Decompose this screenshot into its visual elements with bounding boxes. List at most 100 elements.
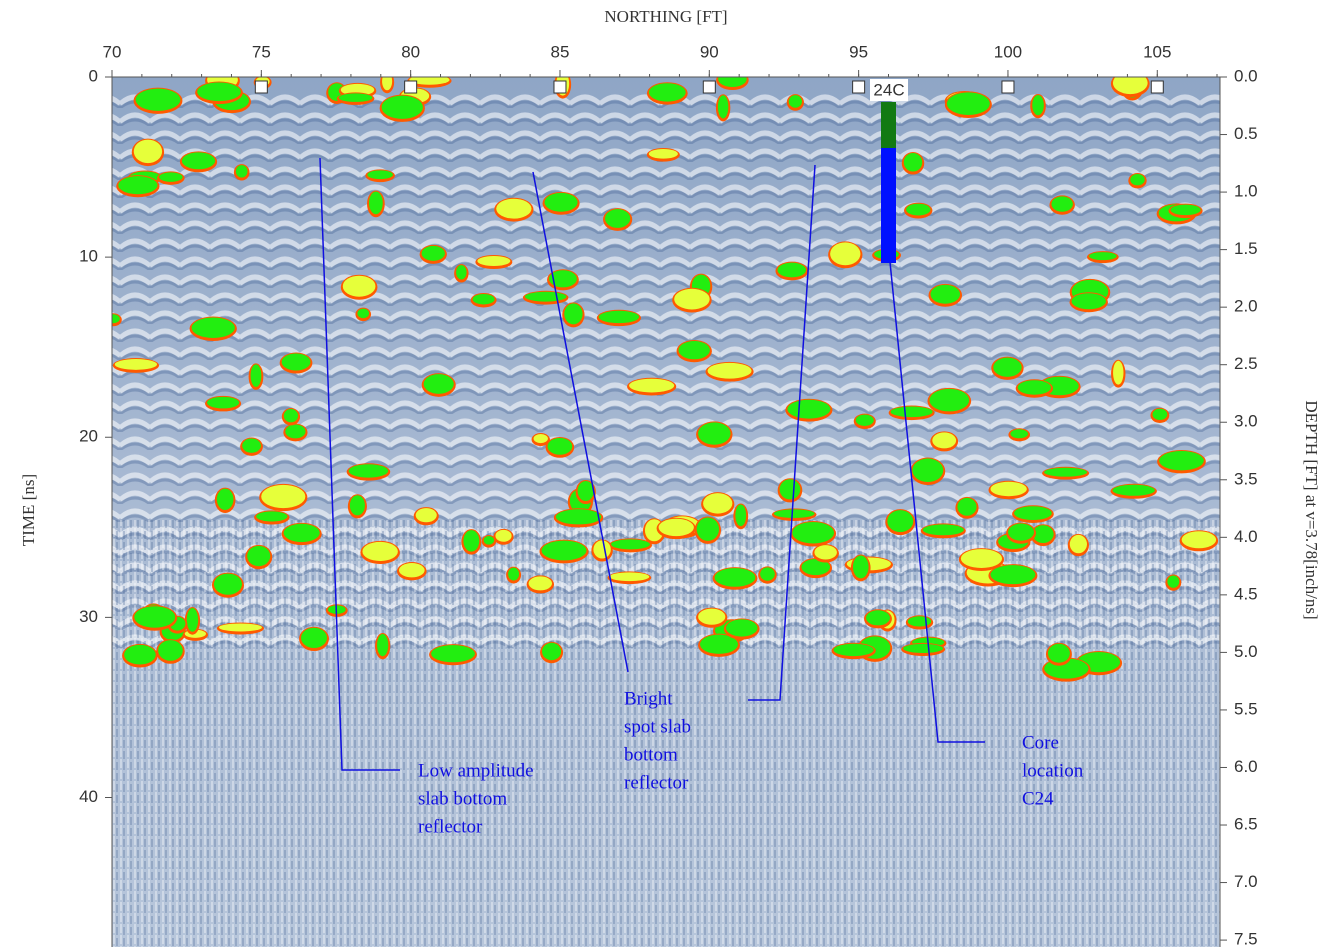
reflection-blob <box>197 82 241 102</box>
reflection-blob <box>159 172 183 182</box>
x-tick-label: 100 <box>994 42 1022 61</box>
reflection-blob <box>946 92 990 115</box>
reflection-blob <box>124 644 156 665</box>
y2-tick-label: 3.5 <box>1234 469 1258 488</box>
core-lower <box>881 148 896 263</box>
annotation-leader <box>532 171 629 673</box>
reflection-blob <box>678 341 710 360</box>
annotation-text: spot slab <box>624 716 691 737</box>
reflection-blob <box>577 480 594 502</box>
reflection-blob <box>1089 252 1117 261</box>
reflection-blob <box>610 539 650 550</box>
reflection-blob <box>658 518 694 537</box>
reflection-blob <box>1181 531 1217 549</box>
reflection-blob <box>735 504 747 527</box>
y2-tick-label: 6.5 <box>1234 815 1258 834</box>
reflection-blob <box>779 479 801 500</box>
y-axis-label: TIME [ns] <box>19 474 38 546</box>
x-tick-label: 85 <box>551 42 570 61</box>
reflection-blob <box>542 642 562 661</box>
annotation-text: reflector <box>624 772 689 793</box>
survey-marker <box>254 80 268 94</box>
reflection-blob <box>549 270 577 288</box>
y2-tick-label: 2.5 <box>1234 354 1258 373</box>
radar-image <box>112 77 1220 947</box>
reflection-blob <box>990 481 1027 497</box>
x-tick-label: 70 <box>103 42 122 61</box>
reflection-blob <box>814 545 837 560</box>
reflection-blob <box>423 374 454 394</box>
reflection-blob <box>906 203 931 216</box>
reflection-blob <box>283 523 320 543</box>
reflection-blob <box>833 643 874 657</box>
reflection-blob <box>792 521 835 544</box>
reflection-blob <box>247 545 271 567</box>
reflection-blob <box>382 77 393 91</box>
reflection-blob <box>533 434 548 444</box>
y-tick-label: 20 <box>79 427 98 446</box>
x-tick-label: 105 <box>1143 42 1171 61</box>
annotation-leader <box>889 261 985 743</box>
y2-axis-label: DEPTH [FT] at v=3.78[inch/ns] <box>1302 400 1321 619</box>
reflection-blob <box>283 409 299 423</box>
reflection-blob <box>483 535 495 545</box>
reflection-blob <box>118 176 158 195</box>
reflection-blob <box>349 495 365 516</box>
reflection-blob <box>1017 380 1052 395</box>
reflection-blob <box>1051 196 1073 212</box>
reflection-blob <box>528 576 553 591</box>
reflection-blob <box>929 388 970 412</box>
reflection-blob <box>564 303 583 325</box>
y2-tick-label: 1.5 <box>1234 239 1258 258</box>
reflection-blob <box>1112 484 1155 496</box>
reflection-blob <box>218 623 263 632</box>
x-tick-label: 75 <box>252 42 271 61</box>
reflection-blob <box>930 284 961 304</box>
reflection-blob <box>409 77 450 85</box>
survey-marker <box>404 80 418 94</box>
radar-noise <box>112 520 1220 947</box>
reflection-blob <box>760 567 775 581</box>
reflection-blob <box>1071 293 1106 310</box>
reflection-blob <box>1069 534 1087 554</box>
reflection-blob <box>496 198 532 219</box>
reflection-blob <box>698 422 731 445</box>
annotation-text: C24 <box>1022 788 1054 809</box>
core-label-box <box>870 79 908 101</box>
reflection-blob <box>1010 429 1029 439</box>
reflection-blob <box>301 627 327 649</box>
reflection-blob <box>544 192 578 212</box>
reflection-blob <box>698 608 726 625</box>
reflection-blob <box>855 414 874 426</box>
reflection-blob <box>1047 643 1070 663</box>
reflection-blob <box>777 262 807 278</box>
reflection-blob <box>342 275 376 297</box>
reflection-blob <box>256 511 288 522</box>
reflection-blob <box>261 484 306 509</box>
reflection-blob <box>495 529 512 542</box>
reflection-blob <box>648 149 678 159</box>
reflection-blob <box>960 549 1003 569</box>
reflection-blob <box>1170 204 1201 216</box>
reflection-blob <box>285 424 306 439</box>
reflection-blob <box>235 165 248 178</box>
reflection-blob <box>463 530 480 552</box>
reflection-blob <box>703 493 733 514</box>
reflection-blob <box>852 555 869 579</box>
y2-tick-label: 2.0 <box>1234 297 1258 316</box>
x-tick-label: 90 <box>700 42 719 61</box>
reflection-blob <box>472 294 495 305</box>
reflection-blob <box>629 378 675 393</box>
reflection-blob <box>112 314 120 324</box>
annotation-text: slab bottom <box>418 788 507 809</box>
reflection-blob <box>787 399 831 419</box>
y2-tick-label: 1.0 <box>1234 182 1258 201</box>
reflection-blob <box>1032 94 1044 116</box>
reflection-blob <box>717 95 729 119</box>
reflection-blob <box>801 559 831 576</box>
annotation-text: location <box>1022 760 1084 781</box>
reflection-blob <box>993 357 1022 377</box>
reflection-blob <box>912 458 944 483</box>
reflection-blob <box>707 362 752 379</box>
annotation-text: Low amplitude <box>418 760 534 781</box>
